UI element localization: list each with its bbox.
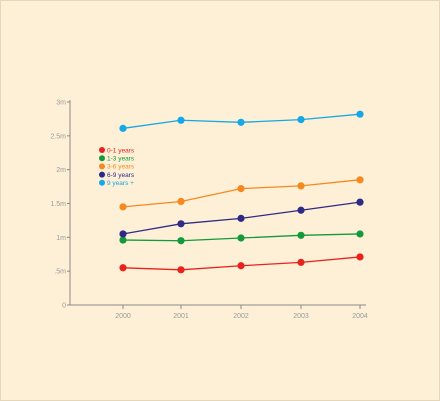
y-tick-label: .5m	[54, 269, 66, 276]
legend-label-0-1-years: 0-1 years	[107, 147, 135, 154]
legend-label-3-6-years: 3-6 years	[107, 164, 135, 171]
data-point-0-1-years	[237, 262, 245, 270]
legend-label-1-3-years: 1-3 years	[107, 156, 135, 163]
data-point-0-1-years	[119, 264, 127, 272]
legend-marker-6-9-years	[99, 171, 105, 178]
y-tick-label: 3m	[56, 100, 66, 107]
data-point-3-6-years	[356, 176, 364, 184]
data-point-6-9-years	[356, 198, 364, 206]
data-point-1-3-years	[237, 234, 245, 242]
data-point-1-3-years	[119, 236, 127, 244]
data-point-9-years	[356, 110, 364, 118]
data-point-0-1-years	[177, 266, 185, 274]
data-point-9-years	[177, 116, 185, 124]
legend-label-6-9-years: 6-9 years	[107, 172, 135, 179]
data-point-1-3-years	[297, 231, 305, 239]
x-tick-label: 2004	[352, 313, 368, 320]
y-tick-label: 2m	[56, 167, 66, 174]
y-tick-label: 2.5m	[50, 133, 66, 140]
data-point-0-1-years	[297, 258, 305, 266]
data-point-3-6-years	[237, 185, 245, 193]
data-point-9-years	[297, 115, 305, 124]
data-point-9-years	[119, 124, 127, 132]
legend-marker-9-years	[99, 179, 105, 186]
y-tick-label: 1.5m	[50, 201, 66, 208]
legend-marker-0-1-years	[99, 147, 105, 153]
x-tick-label: 2000	[115, 313, 131, 320]
data-point-1-3-years	[177, 237, 185, 245]
x-tick-label: 2002	[233, 313, 249, 320]
data-point-6-9-years	[297, 206, 305, 214]
data-point-6-9-years	[237, 214, 245, 222]
data-point-9-years	[237, 118, 245, 126]
legend-label-9-years: 9 years +	[107, 180, 134, 187]
x-tick-label: 2003	[293, 313, 309, 320]
legend-marker-3-6-years	[99, 163, 105, 170]
data-point-3-6-years	[297, 182, 305, 190]
y-tick-label: 1m	[56, 235, 66, 242]
data-point-6-9-years	[177, 220, 185, 228]
legend-marker-1-3-years	[99, 155, 105, 162]
data-point-1-3-years	[356, 230, 364, 238]
data-point-3-6-years	[119, 203, 127, 211]
y-tick-label: 0	[62, 303, 66, 310]
series-group	[119, 110, 364, 274]
chart-axes: 0 .5m 1m 1.5m 2m 2.5m 3m 2000 2001 2002 2003 2004	[50, 100, 367, 321]
x-tick-label: 2001	[173, 313, 189, 320]
series-line-3-6-years	[122, 179, 361, 208]
data-point-6-9-years	[119, 230, 127, 238]
data-point-3-6-years	[177, 197, 185, 206]
data-point-0-1-years	[356, 253, 364, 261]
